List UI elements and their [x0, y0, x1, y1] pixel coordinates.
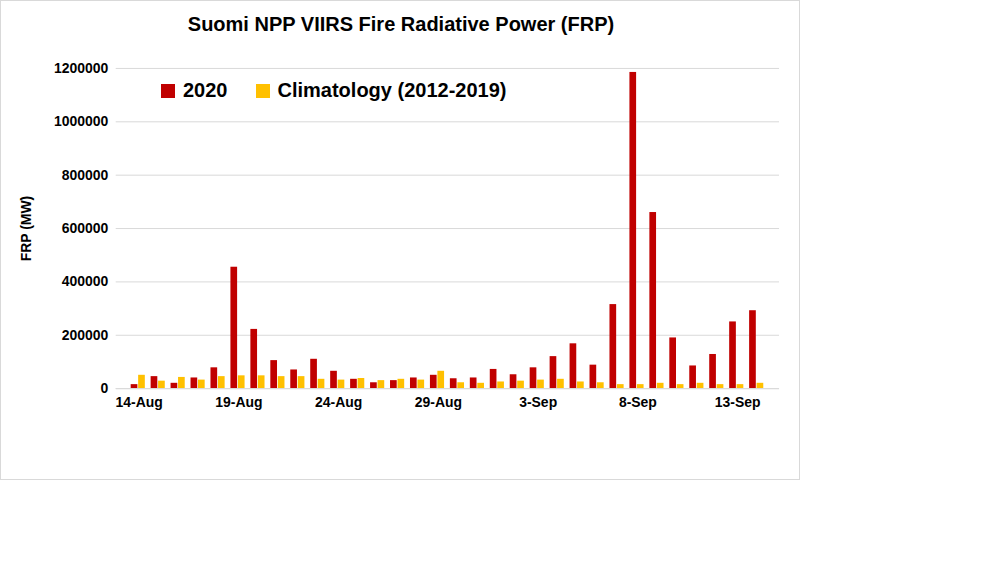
- svg-text:13-Sep: 13-Sep: [715, 394, 761, 410]
- svg-text:FRP (MW): FRP (MW): [18, 196, 34, 262]
- html-text:Climatology (2012-2019): Climatology (2012-2019): [277, 79, 507, 101]
- svg-text:19-Aug: 19-Aug: [215, 394, 262, 410]
- html-text:Suomi NPP VIIRS Fire Radiative: Suomi NPP VIIRS Fire Radiative Power (FR…: [187, 13, 615, 35]
- svg-text:14-Aug: 14-Aug: [116, 394, 163, 410]
- svg-text:1000000: 1000000: [54, 113, 109, 129]
- html-text:2020: 2020: [183, 79, 228, 101]
- svg-text:1200000: 1200000: [54, 60, 109, 76]
- svg-text:24-Aug: 24-Aug: [315, 394, 362, 410]
- svg-text:8-Sep: 8-Sep: [619, 394, 657, 410]
- svg-text:400000: 400000: [62, 273, 109, 289]
- svg-text:200000: 200000: [62, 327, 109, 343]
- svg-text:0: 0: [100, 380, 108, 396]
- svg-text:800000: 800000: [62, 167, 109, 183]
- svg-text:29-Aug: 29-Aug: [415, 394, 462, 410]
- svg-text:600000: 600000: [62, 220, 109, 236]
- svg-text:3-Sep: 3-Sep: [519, 394, 557, 410]
